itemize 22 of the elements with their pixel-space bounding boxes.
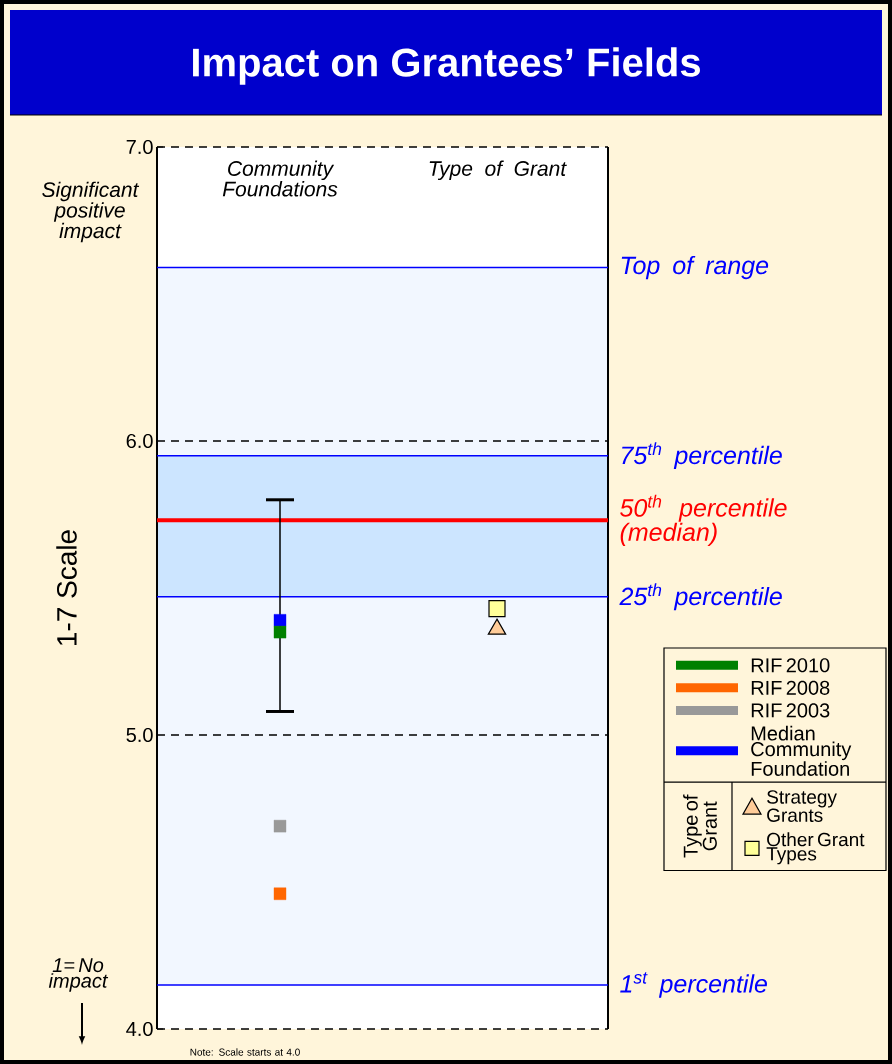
chart-title: Impact on Grantees’ Fields: [193, 47, 700, 85]
legend-label: RIF 2003: [751, 703, 830, 718]
legend-label: Median Community Foundation: [751, 725, 852, 776]
ref-line-label: 1$^{st}$ percentile: [620, 972, 767, 998]
y-tick-label: 6.0: [126, 433, 153, 449]
legend-label: Strategy Grants: [767, 790, 837, 822]
ref-line-label: Top of range: [621, 255, 769, 280]
ref-line-label: 25$^{th}$ percentile: [619, 583, 782, 611]
legend-title: Type of Grant: [683, 794, 717, 858]
x-tick-label: Community Foundations: [222, 160, 338, 197]
text: Note: Scale starts at 4.0: [190, 1048, 300, 1056]
legend-label: RIF 2010: [751, 658, 830, 673]
legend-label: RIF 2008: [751, 680, 830, 695]
y-tick-label: 5.0: [126, 727, 153, 743]
ref-line-label: 50$^{th}$ percentile (median): [620, 494, 787, 546]
legend-label: Other Grant Types: [766, 832, 865, 865]
text: 1= No impact: [48, 958, 109, 992]
y-axis-title: 1-7 Scale: [56, 530, 77, 645]
y-tick-label: 4.0: [126, 1021, 153, 1037]
text: Significant positive impact: [42, 181, 140, 243]
ref-line-label: 75$^{th}$ percentile: [622, 442, 782, 470]
y-tick-label: 7.0: [126, 139, 153, 155]
